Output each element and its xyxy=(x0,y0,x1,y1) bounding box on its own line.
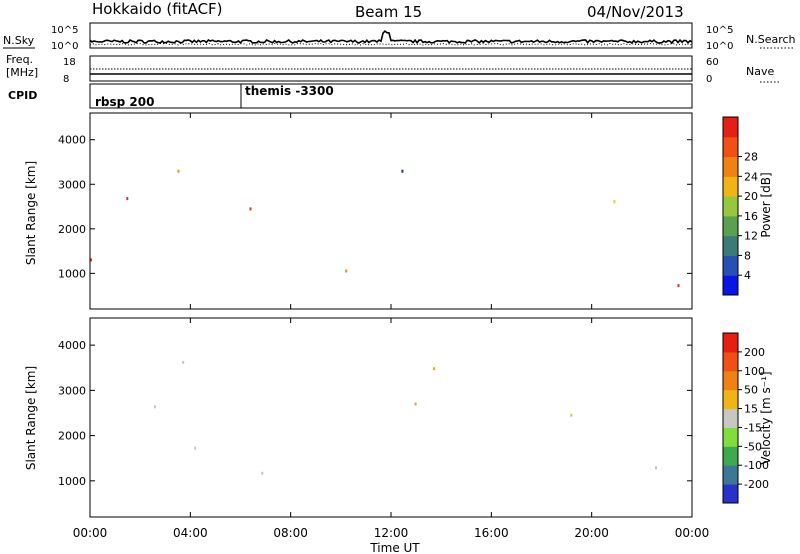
noise-tick-right-top: 10^5 xyxy=(706,25,733,36)
colorbar-swatch xyxy=(723,255,738,276)
ytick-label: 4000 xyxy=(58,339,86,352)
velocity-panel-frame xyxy=(89,317,693,518)
ytick-label: 1000 xyxy=(58,475,86,488)
ytick-label: 3000 xyxy=(58,178,86,191)
noise-panel-frame xyxy=(89,22,693,49)
ytick-label: 3000 xyxy=(58,384,86,397)
velocity-colorbar-label: Velocity [m s⁻¹] xyxy=(759,371,773,464)
colorbar-tick: 20 xyxy=(744,190,758,203)
power-panel-frame xyxy=(89,112,693,310)
freq-tick-right-bottom: 0 xyxy=(706,74,712,85)
power-colorbar-label: Power [dB] xyxy=(759,172,773,237)
x-axis-label: Time UT xyxy=(369,541,420,554)
x-tick-label: 00:00 xyxy=(73,526,108,540)
ytick-label: 1000 xyxy=(58,267,86,280)
colorbar-tick: 28 xyxy=(744,151,758,164)
colorbar-swatch xyxy=(723,117,738,138)
colorbar-tick: 24 xyxy=(744,170,758,183)
colorbar-swatch xyxy=(723,370,738,391)
colorbar-swatch xyxy=(723,136,738,158)
colorbar-swatch xyxy=(723,215,738,237)
freq-tick-right-top: 60 xyxy=(706,57,719,68)
ytick-label: 2000 xyxy=(58,430,86,443)
noise-search-series xyxy=(89,42,693,46)
cpid-panel-frame xyxy=(89,83,693,109)
power-heatmap xyxy=(90,169,680,288)
velocity-ylabel: Slant Range [km] xyxy=(24,366,38,470)
station-title: Hokkaido (fitACF) xyxy=(92,0,223,18)
x-tick-label: 00:00 xyxy=(675,526,710,540)
freq-label-2: [MHz] xyxy=(6,66,38,79)
colorbar-swatch xyxy=(723,389,738,410)
noise-tick-right-bottom: 10^0 xyxy=(706,41,733,52)
colorbar-swatch xyxy=(723,235,738,256)
date-title: 04/Nov/2013 xyxy=(587,3,684,21)
colorbar-tick: 50 xyxy=(744,384,758,397)
colorbar-tick: 4 xyxy=(744,269,751,282)
noise-tick-left-top: 10^5 xyxy=(51,25,78,36)
velocity-heatmap xyxy=(153,360,657,475)
colorbar-tick: 12 xyxy=(744,230,758,243)
freq-tick-left-bottom: 8 xyxy=(63,74,69,85)
cpid-segment-1: rbsp 200 xyxy=(95,95,154,109)
x-tick-label: 20:00 xyxy=(574,526,609,540)
colorbar-swatch xyxy=(723,156,738,177)
x-tick-label: 08:00 xyxy=(273,526,308,540)
x-tick-label: 16:00 xyxy=(474,526,509,540)
power-yticks: 1000 2000 3000 4000 xyxy=(58,134,692,280)
cpid-label: CPID xyxy=(8,89,37,102)
noise-sky-series xyxy=(89,30,693,45)
colorbar-swatch xyxy=(723,196,738,217)
noise-search-label: N.Search xyxy=(746,33,796,46)
ytick-label: 4000 xyxy=(58,134,86,147)
colorbar-swatch xyxy=(723,333,738,353)
power-colorbar: 4 8 12 16 20 24 28 xyxy=(722,116,758,296)
colorbar-tick: -100 xyxy=(744,459,769,472)
colorbar-tick: 15 xyxy=(744,403,758,416)
x-axis-ticks: 00:00 04:00 08:00 12:00 16:00 20:00 00:00 xyxy=(73,113,710,540)
noise-tick-left-bottom: 10^0 xyxy=(51,41,78,52)
colorbar-tick: 8 xyxy=(744,249,751,262)
nave-label: Nave xyxy=(746,65,774,78)
colorbar-swatch xyxy=(723,408,738,428)
colorbar-tick: -50 xyxy=(744,440,762,453)
colorbar-swatch xyxy=(723,351,738,372)
colorbar-swatch xyxy=(723,465,738,485)
colorbar-swatch xyxy=(723,446,738,466)
colorbar-tick: -15 xyxy=(744,421,762,434)
colorbar-tick: 200 xyxy=(744,346,765,359)
colorbar-tick: 16 xyxy=(744,210,758,223)
noise-sky-label: N.Sky xyxy=(3,34,35,47)
cpid-segment-2: themis -3300 xyxy=(245,84,334,98)
freq-tick-left-top: 18 xyxy=(63,57,76,68)
power-ylabel: Slant Range [km] xyxy=(24,161,38,265)
velocity-yticks: 1000 2000 3000 4000 xyxy=(58,339,692,488)
velocity-colorbar: 200 100 50 15 -15 -50 -100 -200 xyxy=(722,332,769,504)
ytick-label: 2000 xyxy=(58,223,86,236)
colorbar-tick: 100 xyxy=(744,365,765,378)
colorbar-tick: -200 xyxy=(744,478,769,491)
freq-label-1: Freq. xyxy=(6,53,33,66)
x-tick-label: 12:00 xyxy=(374,526,409,540)
beam-title: Beam 15 xyxy=(355,3,422,21)
colorbar-swatch xyxy=(723,484,738,504)
colorbar-swatch xyxy=(723,275,738,296)
colorbar-swatch xyxy=(723,427,738,447)
colorbar-swatch xyxy=(723,176,738,197)
x-tick-label: 04:00 xyxy=(173,526,208,540)
